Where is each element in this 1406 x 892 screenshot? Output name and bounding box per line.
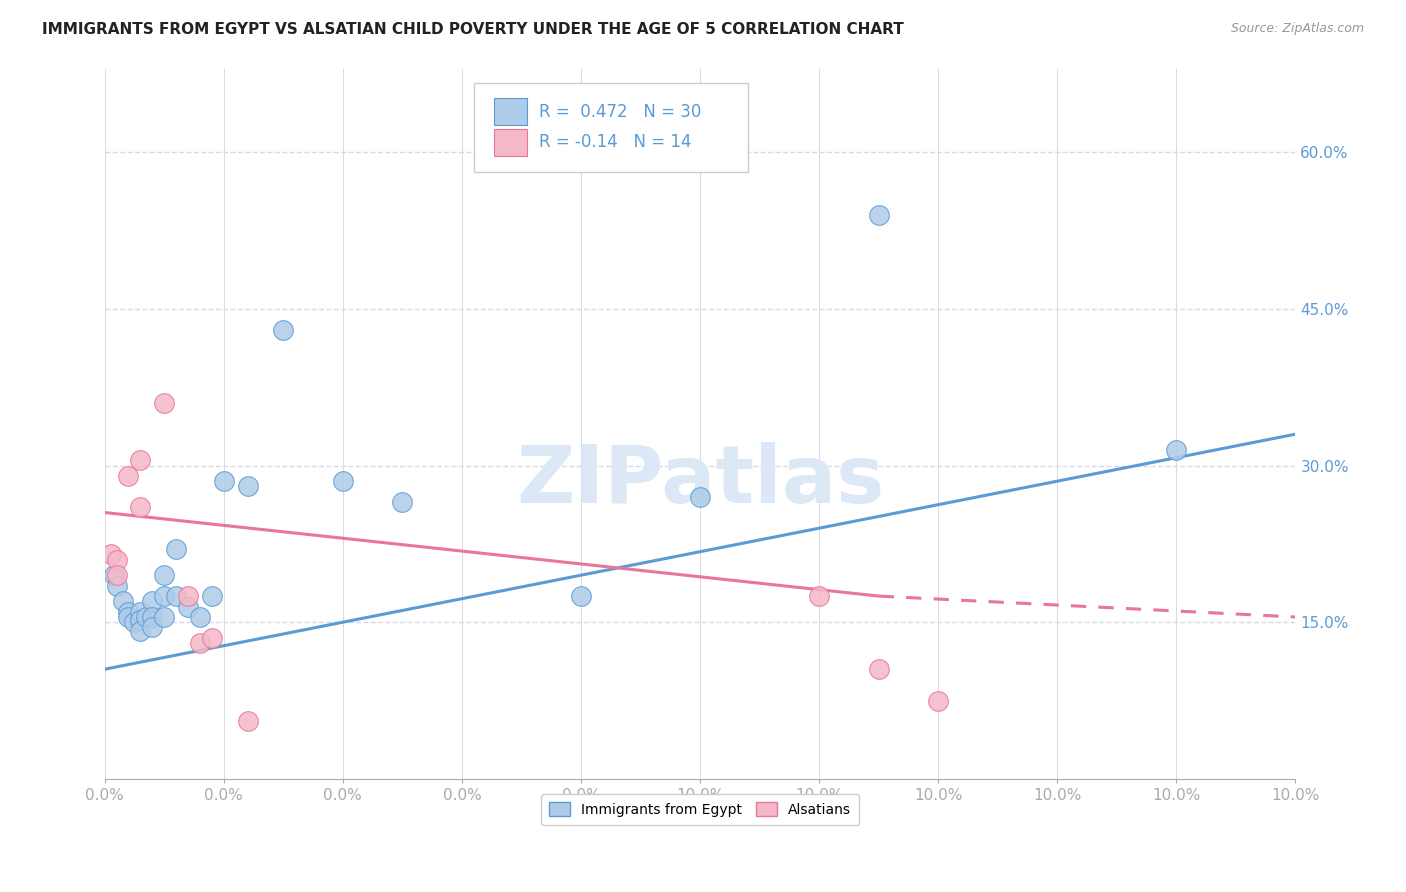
Point [117, 610, 139, 624]
Point [141, 610, 163, 624]
Point [135, 610, 157, 624]
Point [153, 396, 176, 410]
Point [201, 631, 224, 645]
Point [271, 323, 294, 337]
Text: IMMIGRANTS FROM EGYPT VS ALSATIAN CHILD POVERTY UNDER THE AGE OF 5 CORRELATION C: IMMIGRANTS FROM EGYPT VS ALSATIAN CHILD … [42, 22, 904, 37]
Point [177, 589, 200, 603]
Legend: Immigrants from Egypt, Alsatians: Immigrants from Egypt, Alsatians [541, 794, 859, 825]
Point [201, 589, 224, 603]
Point [177, 599, 200, 614]
Point [100, 547, 122, 561]
Point [141, 620, 163, 634]
Point [236, 479, 259, 493]
Point [117, 469, 139, 483]
Point [212, 474, 235, 488]
Point [689, 490, 711, 504]
FancyBboxPatch shape [494, 98, 527, 126]
Point [188, 636, 211, 650]
Point [105, 568, 128, 582]
Point [569, 589, 592, 603]
Text: Source: ZipAtlas.com: Source: ZipAtlas.com [1230, 22, 1364, 36]
Point [391, 495, 413, 509]
Point [188, 610, 211, 624]
Point [808, 589, 831, 603]
Point [868, 662, 890, 676]
Point [105, 579, 128, 593]
Point [129, 624, 152, 638]
Point [153, 610, 176, 624]
FancyBboxPatch shape [474, 83, 748, 171]
Point [332, 474, 354, 488]
Point [117, 605, 139, 619]
Point [165, 542, 187, 557]
Point [927, 693, 949, 707]
Point [103, 568, 125, 582]
Point [129, 453, 152, 467]
Point [153, 589, 176, 603]
Point [141, 594, 163, 608]
Text: R = -0.14   N = 14: R = -0.14 N = 14 [540, 134, 692, 152]
FancyBboxPatch shape [494, 129, 527, 156]
Point [153, 568, 176, 582]
Point [165, 589, 187, 603]
Text: ZIPatlas: ZIPatlas [516, 442, 884, 519]
Point [868, 208, 890, 222]
Text: R =  0.472   N = 30: R = 0.472 N = 30 [540, 103, 702, 120]
Point [129, 605, 152, 619]
Point [1166, 442, 1188, 457]
Point [124, 615, 146, 630]
Point [129, 613, 152, 627]
Point [111, 594, 134, 608]
Point [129, 500, 152, 515]
Point [105, 552, 128, 566]
Point [236, 714, 259, 729]
